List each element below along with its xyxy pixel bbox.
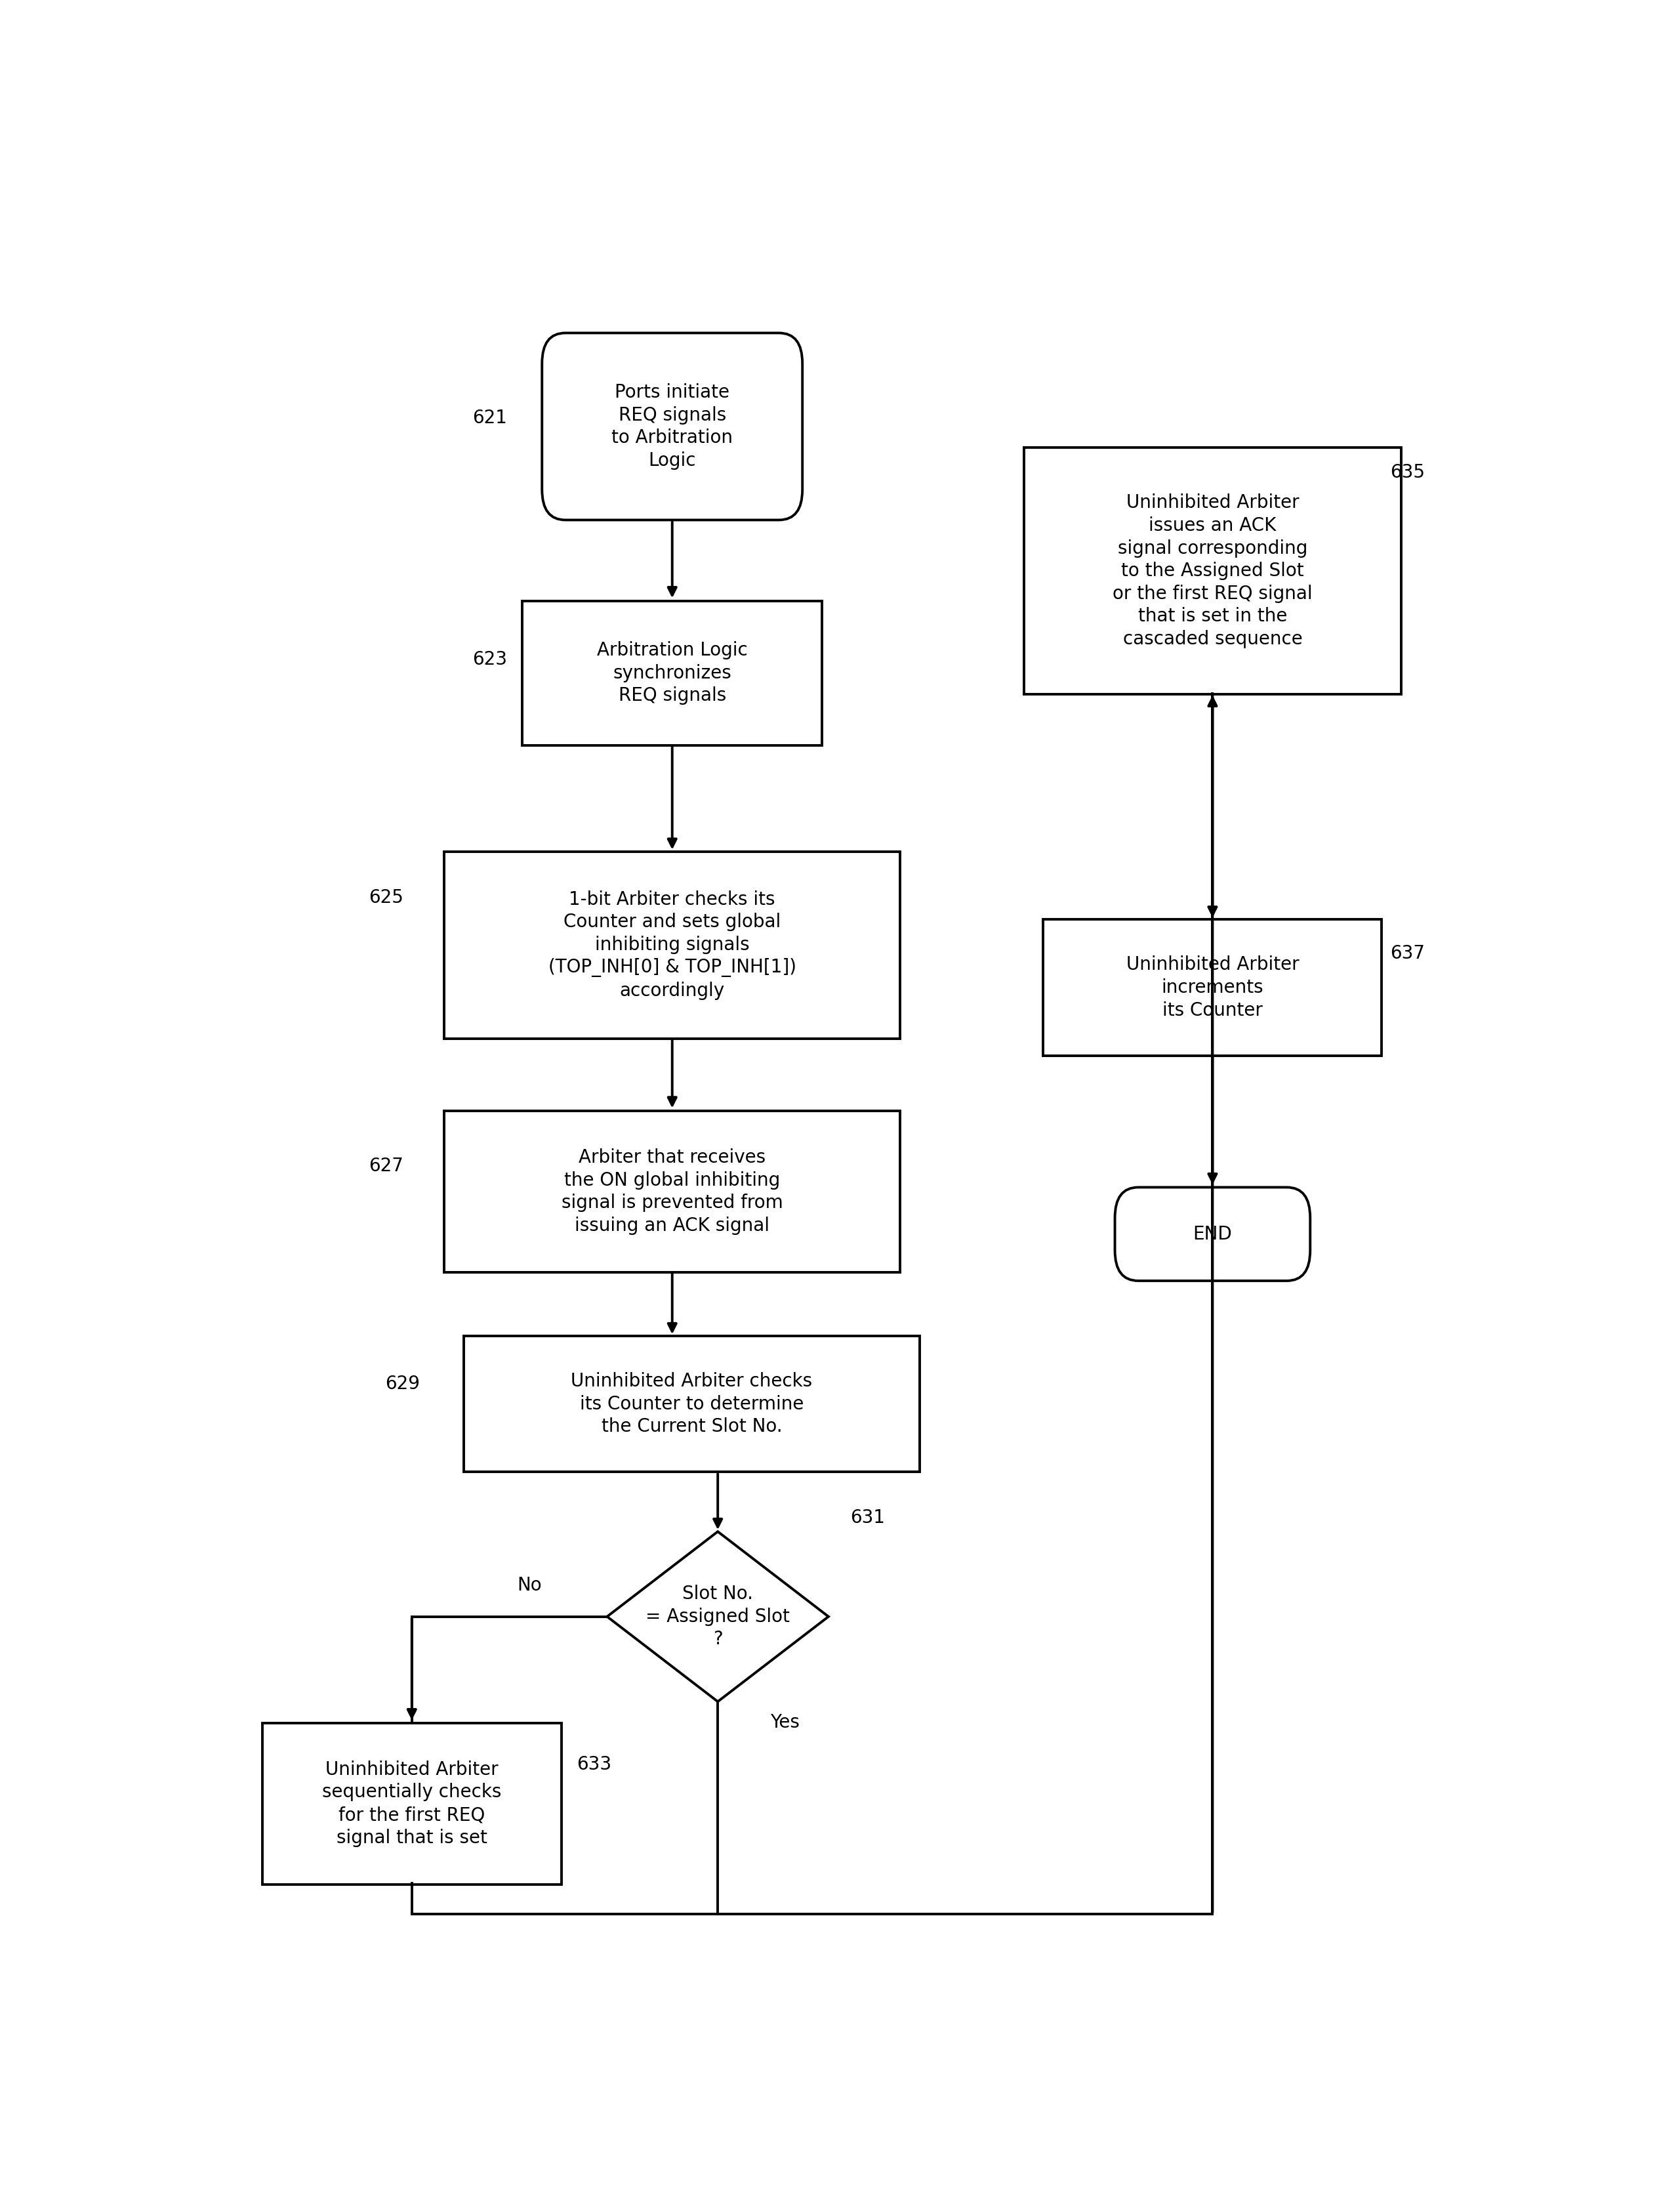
- Text: END: END: [1193, 1225, 1231, 1243]
- Polygon shape: [606, 1532, 828, 1702]
- Text: 623: 623: [472, 649, 507, 669]
- Bar: [1023, 448, 1401, 693]
- Bar: [444, 1111, 900, 1272]
- Text: 629: 629: [385, 1373, 420, 1393]
- Text: 1-bit Arbiter checks its
Counter and sets global
inhibiting signals
(TOP_INH[0] : 1-bit Arbiter checks its Counter and set…: [548, 890, 796, 1000]
- Text: Uninhibited Arbiter
issues an ACK
signal corresponding
to the Assigned Slot
or t: Uninhibited Arbiter issues an ACK signal…: [1112, 495, 1312, 649]
- Text: 637: 637: [1391, 945, 1425, 963]
- Text: 635: 635: [1391, 464, 1425, 481]
- Bar: [262, 1722, 561, 1883]
- Text: 633: 633: [576, 1755, 612, 1773]
- Text: Slot No.
= Assigned Slot
?: Slot No. = Assigned Slot ?: [645, 1585, 790, 1649]
- Bar: [464, 1336, 919, 1473]
- Text: Arbitration Logic
synchronizes
REQ signals: Arbitration Logic synchronizes REQ signa…: [596, 640, 748, 704]
- Text: Uninhibited Arbiter checks
its Counter to determine
the Current Slot No.: Uninhibited Arbiter checks its Counter t…: [571, 1371, 813, 1435]
- FancyBboxPatch shape: [543, 333, 803, 521]
- Bar: [444, 852, 900, 1038]
- Text: Arbiter that receives
the ON global inhibiting
signal is prevented from
issuing : Arbiter that receives the ON global inhi…: [561, 1148, 783, 1234]
- Bar: [1043, 919, 1383, 1055]
- Text: 627: 627: [368, 1157, 403, 1175]
- Text: 631: 631: [850, 1508, 885, 1528]
- Bar: [522, 601, 822, 746]
- Text: Ports initiate
REQ signals
to Arbitration
Logic: Ports initiate REQ signals to Arbitratio…: [612, 384, 732, 470]
- Text: No: No: [517, 1577, 543, 1594]
- Text: Yes: Yes: [769, 1713, 800, 1731]
- Text: 621: 621: [472, 408, 507, 426]
- FancyBboxPatch shape: [1116, 1188, 1310, 1281]
- Text: Uninhibited Arbiter
sequentially checks
for the first REQ
signal that is set: Uninhibited Arbiter sequentially checks …: [323, 1760, 501, 1846]
- Text: Uninhibited Arbiter
increments
its Counter: Uninhibited Arbiter increments its Count…: [1126, 956, 1299, 1020]
- Text: 625: 625: [368, 888, 403, 907]
